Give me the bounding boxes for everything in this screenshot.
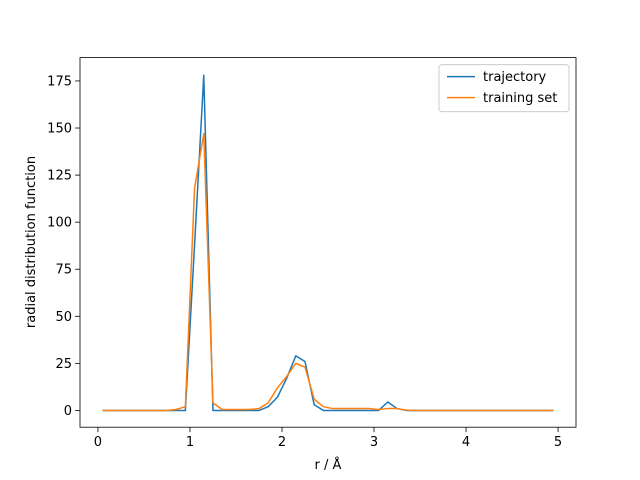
y-tick-label: 150 — [47, 122, 72, 137]
x-tick-label: 3 — [370, 435, 378, 450]
y-tick-label: 0 — [64, 404, 72, 419]
y-tick-label: 175 — [47, 74, 72, 89]
legend-label: training set — [483, 91, 557, 106]
x-axis-label: r / Å — [315, 457, 342, 473]
y-axis-label: radial distribution function — [24, 156, 39, 328]
legend-label: trajectory — [483, 70, 547, 85]
y-tick-label: 50 — [55, 310, 72, 325]
series-line — [102, 132, 554, 412]
x-tick-label: 0 — [94, 435, 102, 450]
x-tick-label: 2 — [278, 435, 286, 450]
y-tick-label: 75 — [55, 263, 72, 278]
y-tick-label: 100 — [47, 216, 72, 231]
x-tick-label: 5 — [554, 435, 562, 450]
x-tick-label: 4 — [462, 435, 470, 450]
y-tick-label: 125 — [47, 169, 72, 184]
y-tick-label: 25 — [55, 357, 72, 372]
axes-frame — [79, 57, 577, 428]
x-tick-label: 1 — [186, 435, 194, 450]
series-line — [102, 74, 554, 412]
